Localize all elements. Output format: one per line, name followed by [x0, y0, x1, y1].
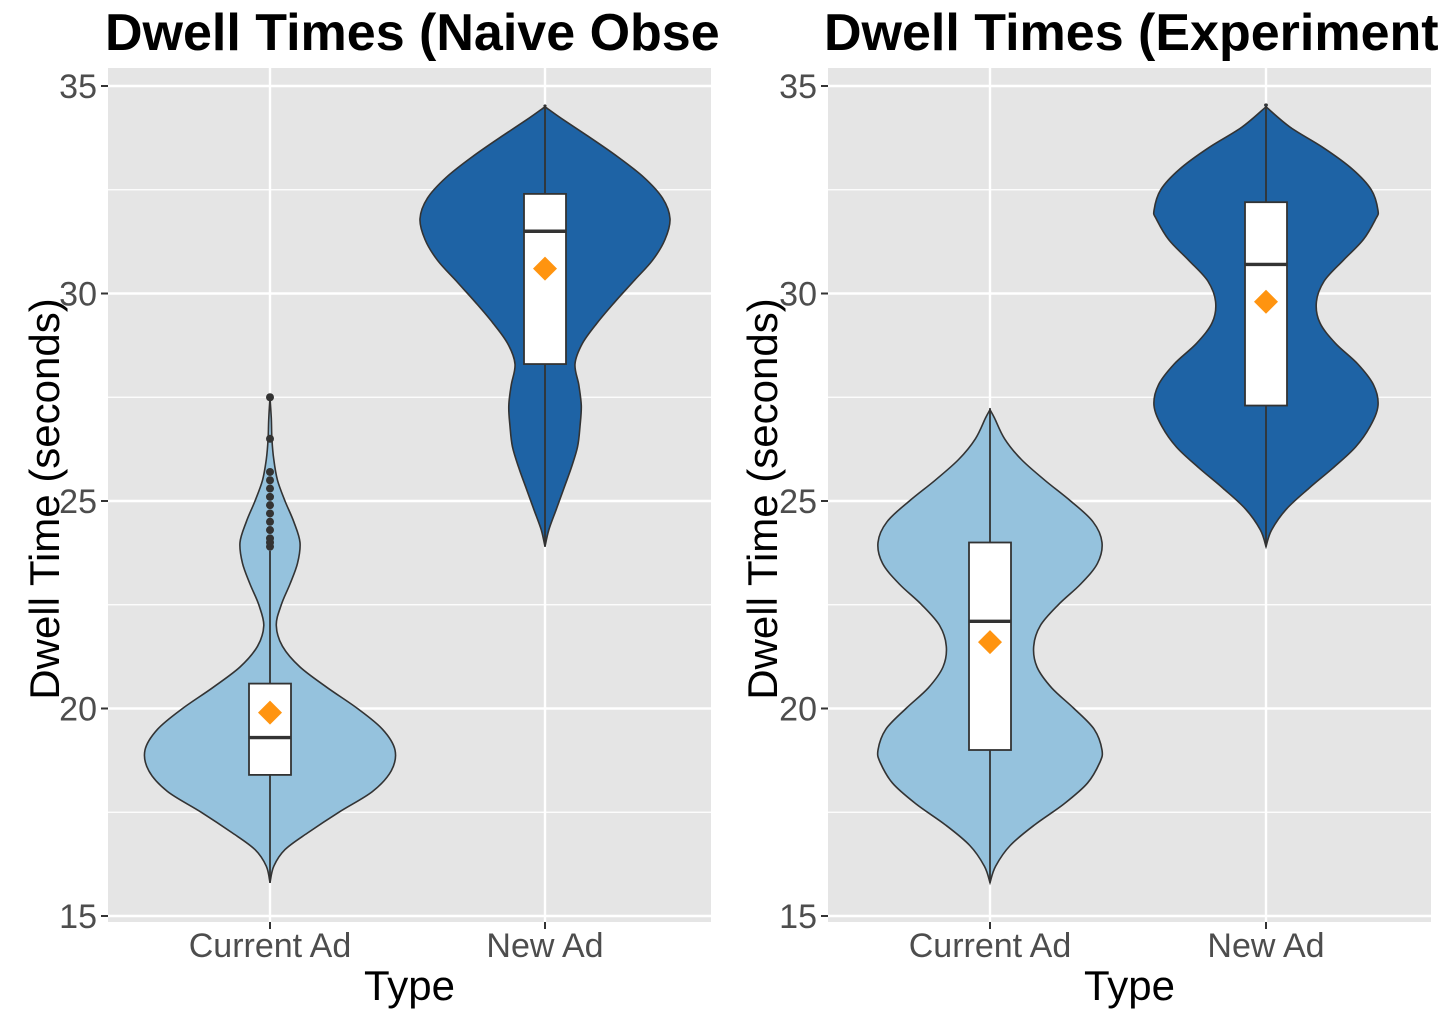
outlier-point [266, 526, 274, 535]
outlier-point [266, 476, 274, 485]
outlier-point [266, 492, 274, 501]
y-tick-label: 25 [59, 483, 97, 521]
outlier-point [266, 501, 274, 510]
x-tick-label: New Ad [486, 927, 603, 965]
y-tick-label: 30 [59, 276, 97, 314]
x-axis-title: Type [1084, 962, 1175, 1009]
outlier-point [266, 484, 274, 493]
y-tick-label: 15 [59, 898, 97, 936]
y-tick-label: 35 [779, 68, 817, 106]
title-clip: Dwell Times (Naive Observational) [105, 4, 954, 62]
title-clip: Dwell Times (Experimental) [824, 4, 1440, 62]
y-tick-label: 25 [779, 483, 817, 521]
mean-marker [978, 630, 1002, 655]
mean-marker [533, 256, 557, 281]
y-axis-title: Dwell Time (seconds) [739, 298, 786, 699]
y-tick-label: 20 [59, 691, 97, 729]
y-tick-label: 30 [779, 276, 817, 314]
mean-marker [1254, 289, 1278, 314]
outlier-point [266, 509, 274, 518]
y-axis-title: Dwell Time (seconds) [21, 298, 68, 699]
panel-experimental: 15 20 25 30 35 Current Ad New Ad Type Dwell Time… [739, 4, 1440, 1009]
x-axis-title: Type [364, 962, 455, 1009]
y-tick-label: 35 [59, 68, 97, 106]
outlier-point [266, 434, 274, 443]
chart-title: Dwell Times (Naive Observational) [105, 4, 954, 62]
panel-naive: 15 20 25 30 35 Current Ad New Ad Type Dwell Time… [21, 4, 954, 1009]
x-tick-label: New Ad [1207, 927, 1324, 965]
x-tick-label: Current Ad [909, 927, 1072, 965]
outlier-point [266, 467, 274, 476]
x-tick-label: Current Ad [189, 927, 352, 965]
outlier-point [266, 517, 274, 526]
y-tick-label: 15 [779, 898, 817, 936]
outlier-point [266, 393, 274, 402]
y-tick-label: 20 [779, 691, 817, 729]
box [248, 682, 292, 776]
mean-marker [258, 700, 282, 725]
outlier-point [266, 534, 274, 543]
chart-title: Dwell Times (Experimental) [824, 4, 1440, 62]
